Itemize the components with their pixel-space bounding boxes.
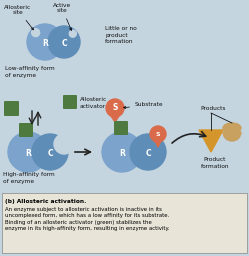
Text: S: S: [112, 103, 118, 112]
Text: S: S: [156, 132, 160, 136]
FancyBboxPatch shape: [63, 95, 77, 109]
Text: R: R: [119, 148, 125, 157]
Circle shape: [130, 134, 166, 170]
Circle shape: [106, 99, 124, 117]
Text: Substrate: Substrate: [124, 102, 164, 109]
Text: Low-affinity form
of enzyme: Low-affinity form of enzyme: [5, 66, 55, 78]
Text: Little or no
product
formation: Little or no product formation: [105, 26, 137, 44]
Wedge shape: [223, 132, 241, 141]
Text: Allosteric
activator: Allosteric activator: [80, 97, 107, 109]
Circle shape: [48, 26, 80, 58]
Polygon shape: [199, 130, 223, 152]
Polygon shape: [111, 116, 119, 122]
Circle shape: [54, 134, 74, 154]
Text: C: C: [47, 148, 53, 157]
Text: R: R: [25, 148, 31, 157]
Text: Active
site: Active site: [53, 3, 72, 30]
Text: R: R: [42, 38, 48, 48]
FancyBboxPatch shape: [2, 193, 247, 253]
Circle shape: [27, 24, 63, 60]
Text: Product
formation: Product formation: [201, 157, 229, 169]
FancyBboxPatch shape: [4, 101, 19, 116]
FancyBboxPatch shape: [114, 121, 128, 135]
Text: (b) Allosteric activation.: (b) Allosteric activation.: [5, 199, 86, 204]
Circle shape: [32, 134, 68, 170]
Text: High-affinity form
of enzyme: High-affinity form of enzyme: [3, 172, 55, 184]
Ellipse shape: [223, 123, 241, 133]
Text: C: C: [145, 148, 151, 157]
Text: Allosteric
site: Allosteric site: [4, 5, 33, 30]
Circle shape: [69, 30, 76, 37]
FancyBboxPatch shape: [19, 123, 33, 137]
Text: Products: Products: [200, 105, 226, 111]
Circle shape: [150, 126, 166, 142]
Circle shape: [102, 132, 142, 172]
Text: An enzyme subject to allosteric activation is inactive in its
uncomplexed form, : An enzyme subject to allosteric activati…: [5, 207, 170, 231]
Circle shape: [8, 132, 48, 172]
Circle shape: [32, 29, 40, 37]
Text: C: C: [61, 38, 67, 48]
Polygon shape: [155, 141, 161, 147]
